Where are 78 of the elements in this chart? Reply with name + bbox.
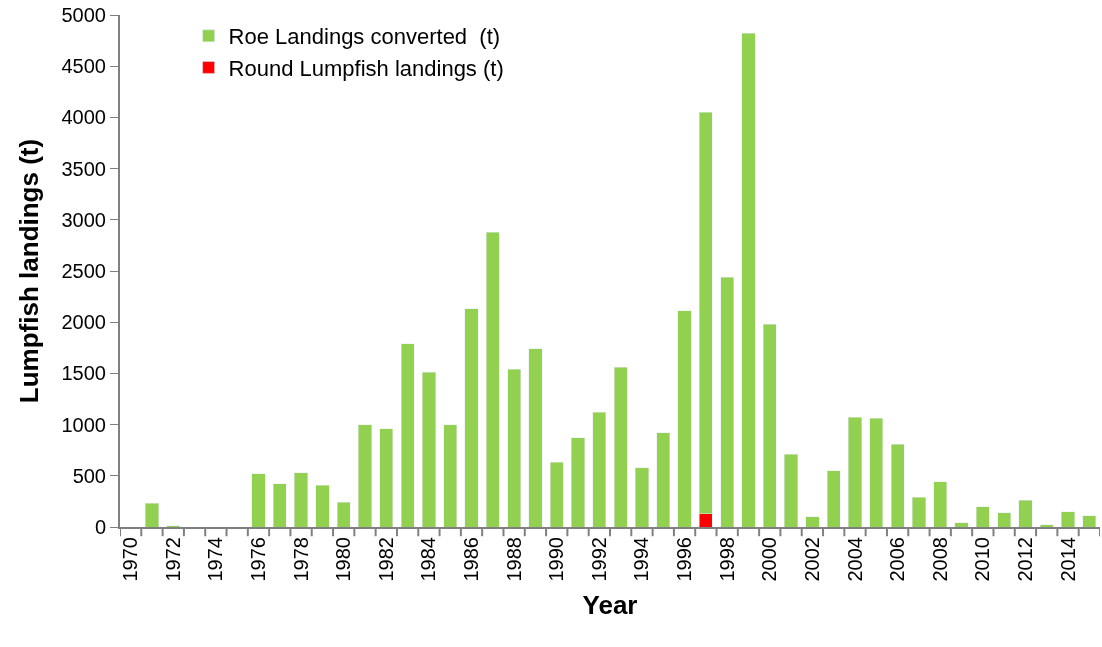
bar [933,481,948,527]
y-tick-label: 0 [94,516,106,538]
x-tick-label: 2014 [1056,537,1079,582]
x-tick-label: 1982 [374,537,397,582]
bar [805,516,820,527]
x-tick-label: 1972 [161,537,184,582]
x-tick-label: 1970 [119,537,142,582]
bar [592,412,607,527]
legend-label: Roe Landings converted (t) [228,24,501,50]
bar [826,470,841,527]
y-tick-label: 5000 [61,4,106,26]
bar [1061,511,1075,527]
x-tick-label: 1990 [545,537,568,582]
bar [784,454,798,527]
bar [848,417,862,527]
bar [379,428,394,527]
x-tick-label: 2002 [800,537,823,582]
legend-label: Round Lumpfish landings (t) [228,55,504,81]
x-tick-label: 1986 [460,537,483,582]
y-tick-label: 1500 [61,362,106,385]
x-tick-label: 1984 [417,537,440,582]
bar [443,424,458,527]
x-tick-label: 2008 [928,537,951,582]
x-tick-label: 2004 [843,537,866,582]
bar [1082,515,1097,527]
x-tick-label: 1998 [715,537,738,582]
bar [890,443,905,527]
bar [315,484,330,527]
bar [485,231,500,527]
bar [251,473,266,527]
bar [741,33,756,527]
bar [507,369,521,527]
bar [422,372,436,527]
bar [912,497,926,527]
x-tick-label: 1994 [630,537,653,582]
bar [869,418,884,527]
y-tick-label: 1000 [61,413,106,436]
bar [528,348,543,527]
bar [549,462,564,527]
bar [635,467,649,527]
bar [613,367,628,527]
bar [762,324,777,527]
x-tick-label: 2010 [971,537,994,582]
x-tick-label: 1974 [204,537,227,582]
bar [997,512,1011,527]
bar [400,343,415,527]
x-tick-label: 2012 [1013,537,1036,582]
bar [975,506,990,527]
bar [571,437,585,527]
x-tick-label: 1992 [587,537,610,582]
bar [294,472,308,527]
y-tick-label: 2000 [61,311,106,334]
x-tick-label: 1988 [502,537,525,582]
x-tick-label: 1996 [673,537,696,582]
y-tick-label: 500 [72,464,106,487]
bar [1018,500,1033,527]
y-tick-label: 3000 [61,208,106,231]
x-tick-label: 1978 [289,537,312,582]
bar [464,308,479,527]
bar [145,503,159,527]
x-tick-label: 2006 [886,537,909,582]
y-axis-title: Lumpfish landings (t) [14,138,45,404]
bar [1039,524,1054,527]
x-tick-label: 1980 [332,537,355,582]
y-tick-label: 4000 [61,106,106,129]
bar [272,483,287,527]
bar [336,502,351,527]
bar [720,276,735,527]
y-tick-label: 2500 [61,260,106,282]
x-tick-label: 2000 [758,537,781,582]
bar [954,522,969,527]
bar [358,424,372,527]
x-axis-title: Year [582,589,638,620]
bar [677,310,692,527]
x-tick-label: 1976 [246,537,269,582]
y-tick-label: 4500 [61,55,106,78]
y-tick-label: 3500 [61,157,106,180]
bar [656,432,671,527]
